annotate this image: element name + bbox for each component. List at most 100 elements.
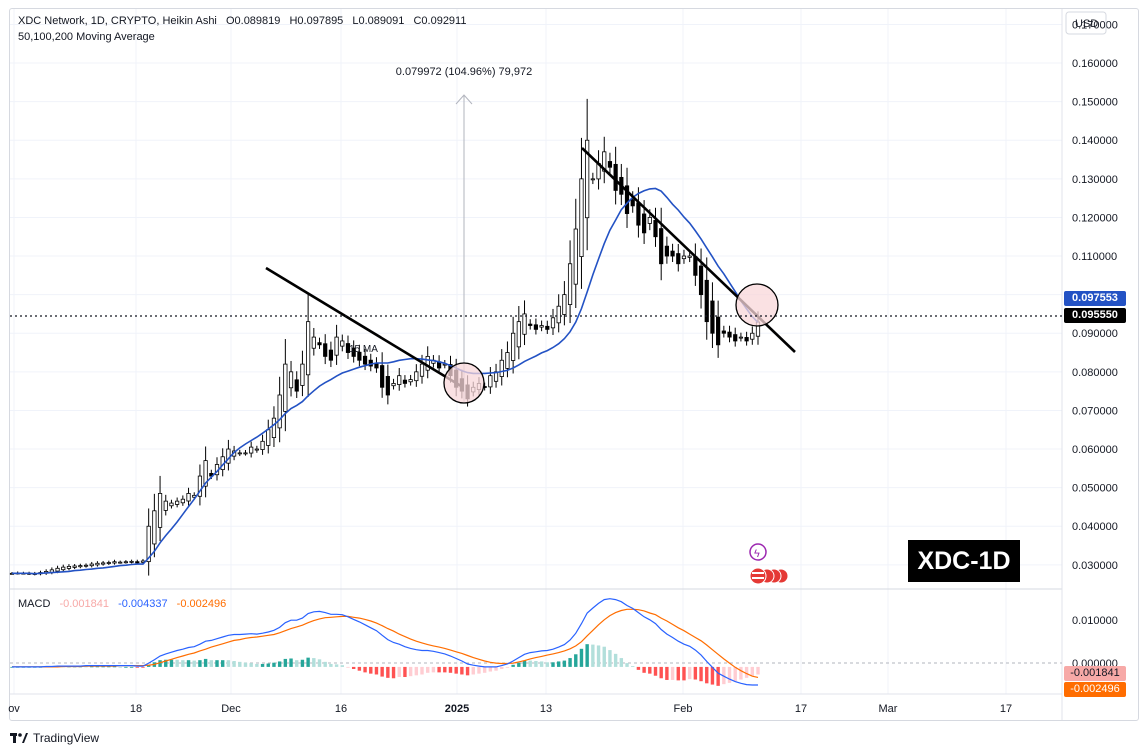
- macd-hist-bar: [756, 666, 760, 675]
- y-tick-label: 0.080000: [1072, 367, 1118, 379]
- macd-hist-bar: [283, 658, 288, 667]
- chart-name-label: XDC-1D: [908, 540, 1020, 582]
- macd-hist-bar: [124, 666, 128, 668]
- macd-hist-bar: [693, 666, 698, 680]
- ohlc-open: O0.089819: [225, 15, 281, 27]
- breakout-circle-1[interactable]: [443, 362, 485, 404]
- macd-hist-bar: [528, 660, 532, 667]
- candle-body: [83, 564, 89, 567]
- macd-hist-bar: [716, 666, 720, 686]
- macd-hist-bar: [687, 666, 692, 680]
- candle-body: [243, 452, 248, 455]
- macd-hist-bar: [403, 666, 407, 678]
- candle-body: [573, 228, 578, 285]
- macd-hist-bar: [494, 666, 498, 671]
- x-tick-label: Feb: [674, 703, 693, 715]
- y-tick-label: 0.110000: [1072, 251, 1117, 263]
- tradingview-brand[interactable]: TradingView: [10, 731, 99, 745]
- trendline-1[interactable]: [265, 266, 462, 388]
- candle-body: [288, 371, 294, 389]
- candle-body: [135, 561, 140, 564]
- macd-hist-bar: [112, 666, 117, 668]
- candle-body: [72, 565, 77, 568]
- candle-body: [653, 220, 658, 238]
- candle-body: [402, 379, 408, 384]
- macd-hist-bar: [169, 659, 174, 667]
- macd-legend[interactable]: MACD -0.001841 -0.004337 -0.002496: [18, 598, 226, 610]
- price-axis[interactable]: 0.030000 0.040000 0.050000 0.060000 0.070000…: [1072, 19, 1118, 571]
- y-tick-label: 0.120000: [1072, 212, 1118, 224]
- candle-body: [112, 561, 117, 564]
- macd-hist-bar: [551, 662, 555, 667]
- macd-hist-bar: [203, 658, 208, 667]
- macd-hist-bar: [568, 658, 572, 667]
- candle-body: [175, 500, 180, 505]
- grid: [10, 9, 1062, 694]
- macd-hist-bar: [351, 666, 356, 670]
- candle-body: [681, 255, 687, 260]
- macd-hist-bar: [300, 659, 305, 667]
- macd-hist-bar: [727, 666, 732, 683]
- candle-body: [311, 336, 316, 349]
- candle-body: [676, 253, 681, 265]
- y-tick-label: 0.150000: [1072, 97, 1118, 109]
- candle-body: [602, 151, 607, 172]
- symbol-legend[interactable]: XDC Network, 1D, CRYPTO, Heikin Ashi O0.…: [18, 15, 466, 27]
- macd-histogram: [10, 644, 760, 686]
- macd-hist-bar: [739, 666, 743, 680]
- macd-hist-bar: [477, 666, 481, 674]
- macd-hist-bar: [232, 661, 236, 667]
- flash-event-icon[interactable]: [749, 543, 767, 561]
- macd-hist-bar: [334, 664, 339, 667]
- candles: [9, 98, 761, 576]
- x-tick-label: Mar: [879, 703, 898, 715]
- time-axis[interactable]: ov 18 Dec 16 2025 13 Feb 17 Mar 17: [8, 703, 1012, 715]
- macd-hist-bar: [602, 646, 606, 667]
- macd-hist-bar: [101, 666, 105, 668]
- candle-body: [362, 355, 368, 365]
- macd-hist-bar: [448, 666, 453, 673]
- macd-hist-bar: [186, 660, 191, 667]
- indicator-legend[interactable]: 50,100,200 Moving Average: [18, 31, 155, 43]
- macd-hist-bar: [192, 660, 196, 667]
- macd-hist-bar: [135, 666, 139, 668]
- candle-body: [499, 359, 504, 377]
- macd-hist-bar: [659, 666, 663, 679]
- candle-body: [516, 321, 521, 348]
- macd-hist-bar: [676, 666, 680, 681]
- macd-title: MACD: [18, 598, 51, 610]
- macd-hist-bar: [665, 666, 669, 680]
- macd-hist-bar: [243, 662, 248, 667]
- candle-body: [419, 363, 425, 377]
- macd-hist-bar: [312, 658, 316, 667]
- y-tick-label: 0.130000: [1072, 174, 1118, 186]
- candle-body: [562, 294, 567, 315]
- candle-body: [624, 185, 630, 214]
- macd-hist-bar: [682, 666, 686, 681]
- candle-body: [317, 342, 322, 346]
- macd-hist-bar: [471, 666, 475, 675]
- breakout-circle-2[interactable]: [735, 283, 779, 327]
- candle-body: [556, 305, 561, 324]
- macd-hist-bar: [613, 653, 618, 667]
- macd-hist-bar: [164, 659, 168, 667]
- macd-hist-bar: [408, 666, 413, 677]
- macd-signal-value: -0.002496: [176, 598, 227, 610]
- macd-hist-bar: [391, 666, 396, 679]
- macd-hist-bar: [295, 660, 299, 667]
- macd-hist-bar: [369, 666, 373, 674]
- candle-body: [567, 263, 573, 305]
- y-tick-label: 0.140000: [1072, 135, 1118, 147]
- macd-hist-bar: [488, 666, 493, 672]
- macd-hist-bar: [631, 666, 635, 667]
- macd-hist-bar: [596, 645, 601, 667]
- us-flag-events[interactable]: [749, 567, 789, 585]
- macd-hist-bar: [414, 666, 419, 676]
- candle-body: [129, 560, 134, 563]
- candle-body: [351, 347, 356, 357]
- macd-hist-bar: [522, 660, 527, 667]
- macd-hist-bar: [363, 666, 367, 673]
- candle-body: [152, 510, 157, 545]
- candle-body: [585, 139, 590, 219]
